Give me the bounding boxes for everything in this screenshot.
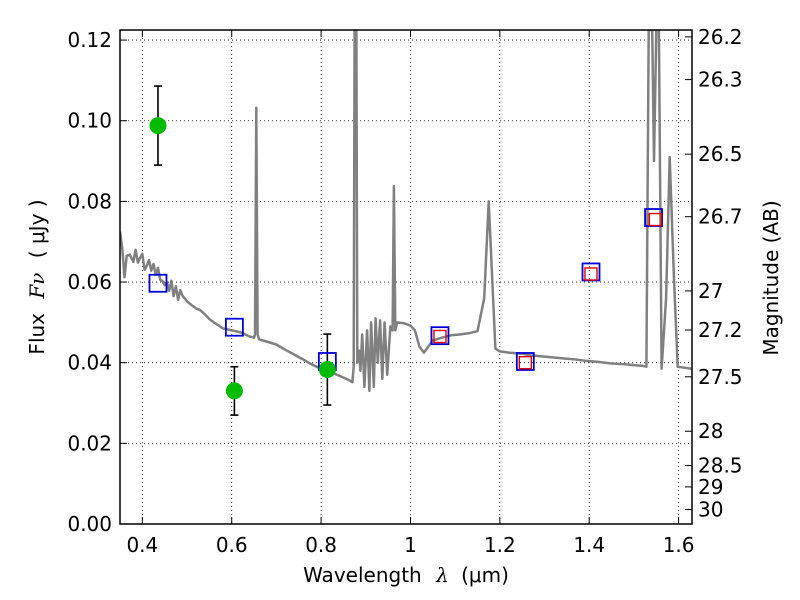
inner-photometry-square [584, 267, 598, 281]
model-photometry-square [515, 352, 535, 371]
y-axis-title-prefix: Flux [25, 313, 49, 355]
y-tick-label: 0.00 [67, 512, 112, 536]
y-tick-label: 0.10 [67, 109, 112, 133]
observed-flux-point [149, 117, 167, 135]
y2-tick-label: 29 [698, 475, 723, 499]
x-axis-title-symbol: λ [435, 563, 449, 587]
observed-flux-point [318, 361, 336, 379]
inner-photometry-square [518, 355, 533, 370]
inner-photometry-square [648, 212, 663, 227]
y-tick-label: 0.02 [67, 431, 112, 455]
x-axis-title-prefix: Wavelength [303, 563, 422, 587]
data-layer [120, 30, 692, 416]
x-axis-title-unit: (μm) [461, 563, 509, 587]
y-axis-title-unit: ( μJy ) [25, 199, 49, 258]
y2-tick-label: 27.5 [698, 365, 743, 389]
model-photometry-square [224, 317, 244, 337]
y-tick-label: 0.12 [67, 28, 112, 52]
y-tick-label: 0.06 [67, 270, 112, 294]
y2-axis-title: Magnitude (AB) [759, 200, 783, 355]
y-tick-label: 0.08 [67, 189, 112, 213]
x-tick-label: 0.6 [216, 533, 248, 557]
y2-tick-label: 27 [698, 279, 723, 303]
y2-tick-label: 26.7 [698, 205, 743, 229]
y2-tick-label: 26.3 [698, 68, 743, 92]
x-tick-label: 1.2 [484, 533, 516, 557]
x-tick-label: 0.8 [305, 533, 337, 557]
axis-ticks: 0.4 0.6 0.8 1 1.2 1.4 1.6 0.00 0.02 0.04 0.06 0.08 0… [67, 25, 742, 557]
model-photometry-square [430, 326, 450, 346]
plot-area [120, 30, 692, 416]
inner-photometry-square [433, 329, 447, 344]
x-tick-label: 1.6 [663, 533, 695, 557]
y-axis-title-symbol: Fν [25, 273, 49, 300]
y2-tick-label: 26.2 [698, 25, 743, 49]
x-tick-label: 1 [404, 533, 417, 557]
plot-frame [119, 29, 693, 525]
x-axis-title: Wavelength λ (μm) [303, 563, 509, 587]
y2-tick-label: 28.5 [698, 454, 743, 478]
grid-lines [120, 30, 692, 525]
y2-tick-label: 30 [698, 497, 723, 521]
model-photometry-square [148, 273, 168, 293]
y2-tick-label: 26.5 [698, 142, 743, 166]
y-axis-title: Flux Fν ( μJy ) [25, 199, 49, 354]
y2-tick-label: 27.2 [698, 318, 743, 342]
y2-tick-label: 28 [698, 419, 723, 443]
x-tick-label: 1.4 [573, 533, 605, 557]
x-tick-label: 0.4 [126, 533, 158, 557]
spectrum-line [120, 30, 692, 393]
y-tick-label: 0.04 [67, 351, 112, 375]
observed-flux-point [225, 382, 243, 400]
